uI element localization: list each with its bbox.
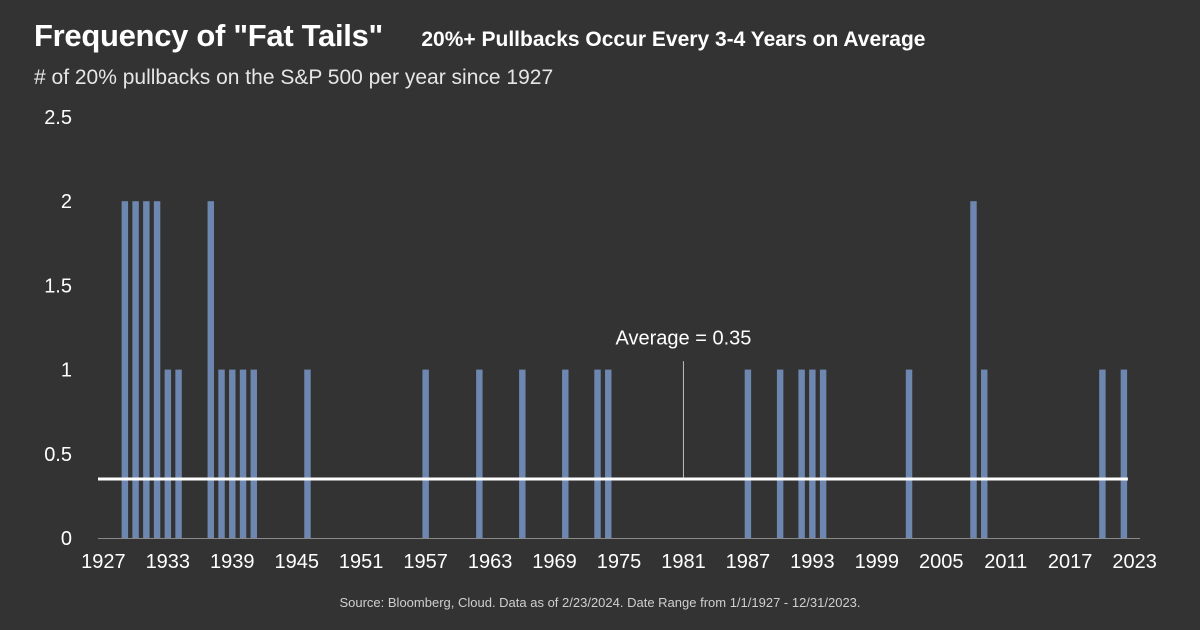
bar-2020: [1099, 369, 1106, 538]
bar-2002: [905, 369, 913, 538]
x-tick-label: 1993: [790, 551, 835, 573]
bar-2009: [981, 369, 988, 538]
bar-1930: [132, 201, 139, 538]
bar-1940: [239, 369, 247, 538]
bar-1934: [175, 369, 182, 538]
bar-1993: [809, 369, 816, 538]
bar-1970: [562, 369, 569, 538]
chart-subtitle: # of 20% pullbacks on the S&P 500 per ye…: [34, 66, 554, 89]
bar-1937: [207, 201, 215, 538]
chart-title: Frequency of "Fat Tails": [34, 18, 383, 53]
x-tick-label: 1951: [339, 551, 384, 573]
y-tick-label: 0: [61, 528, 72, 550]
x-tick-label: 1957: [403, 551, 448, 573]
x-tick-label: 2005: [919, 551, 964, 573]
chart-headline: 20%+ Pullbacks Occur Every 3-4 Years on …: [421, 28, 926, 51]
bar-1929: [121, 201, 129, 538]
bar-1939: [229, 369, 236, 538]
bar-1931: [143, 201, 150, 538]
x-tick-label: 1999: [855, 551, 900, 573]
x-tick-label: 1987: [726, 551, 771, 573]
x-tick-label: 1975: [597, 551, 642, 573]
x-tick-label: 1981: [661, 551, 706, 573]
bar-1962: [476, 369, 483, 538]
bar-1974: [605, 369, 612, 538]
y-tick-label: 1: [61, 360, 72, 382]
bar-1938: [218, 369, 225, 538]
x-tick-label: 1963: [468, 551, 513, 573]
bar-1990: [776, 369, 784, 538]
bar-1973: [594, 369, 601, 538]
source-note: Source: Bloomberg, Cloud. Data as of 2/2…: [339, 595, 861, 610]
bar-2008: [970, 201, 977, 538]
x-axis: 1927 1933 1939 1945 1951 1957 1963 1969 1975 1981…: [81, 551, 1157, 573]
bar-1932: [153, 201, 161, 538]
x-tick-label: 1969: [532, 551, 577, 573]
chart-header: Frequency of "Fat Tails" 20%+ Pullbacks …: [34, 18, 925, 54]
bar-1966: [519, 369, 526, 538]
y-tick-label: 0.5: [44, 444, 72, 466]
bar-series: [121, 201, 1128, 538]
y-axis: 0 0.5 1 1.5 2 2.5: [44, 107, 72, 550]
bar-1994: [819, 369, 827, 538]
x-tick-label: 1933: [146, 551, 191, 573]
bar-1941: [250, 369, 257, 538]
bar-2022: [1120, 369, 1128, 538]
x-tick-label: 2011: [984, 551, 1027, 573]
y-tick-label: 1.5: [44, 275, 72, 297]
x-tick-label: 1939: [210, 551, 255, 573]
x-tick-label: 1945: [274, 551, 319, 573]
x-tick-label: 2017: [1048, 551, 1093, 573]
x-tick-label: 2023: [1112, 551, 1157, 573]
y-tick-label: 2.5: [44, 107, 72, 129]
bar-1946: [304, 369, 311, 538]
bar-1992: [798, 369, 805, 538]
bar-1987: [744, 369, 752, 538]
bar-1957: [422, 369, 429, 538]
average-label: Average = 0.35: [616, 327, 752, 349]
bar-1933: [164, 369, 172, 538]
y-tick-label: 2: [61, 191, 72, 213]
x-tick-label: 1927: [81, 551, 126, 573]
